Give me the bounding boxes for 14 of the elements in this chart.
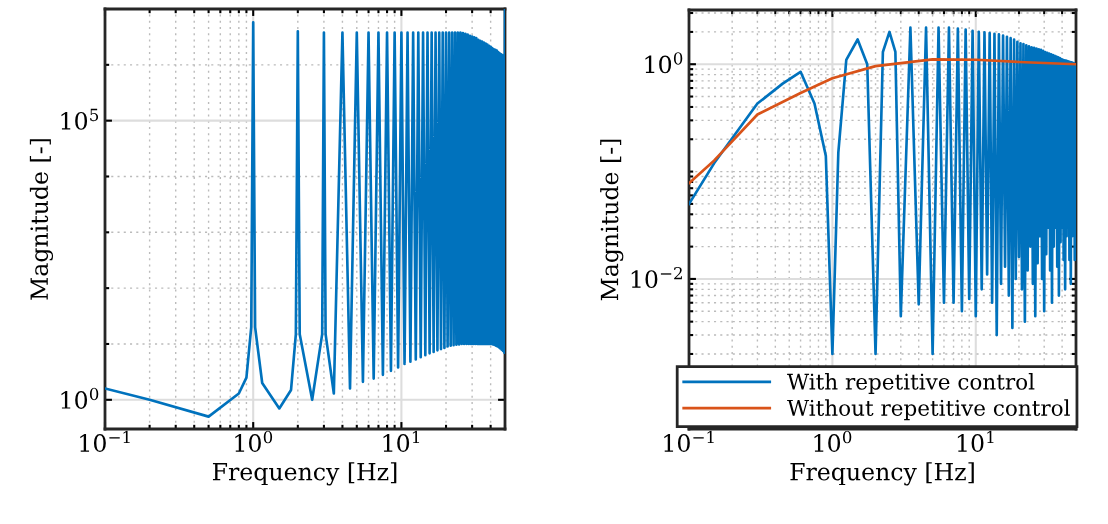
x-tick-label: 10$^{0}$ <box>814 430 852 452</box>
x-tick-label: 10$^{−1}$ <box>664 430 714 452</box>
x-axis-title: Frequency [Hz] <box>790 462 974 486</box>
legend-label: Without repetitive control <box>787 399 1070 421</box>
x-tick-label: 10$^{1}$ <box>957 430 994 452</box>
y-axis-title: Magnitude [-] <box>600 139 624 301</box>
x-tick-label: 10$^{0}$ <box>235 430 273 452</box>
y-tick-label: 10$^{5}$ <box>61 108 99 130</box>
x-tick-label: 10$^{1}$ <box>383 430 420 452</box>
x-axis-title: Frequency [Hz] <box>212 462 397 486</box>
x-tick-label: 10$^{−1}$ <box>80 430 130 452</box>
y-axis-title: Magnitude [-] <box>29 139 54 300</box>
legend-label: With repetitive control <box>787 373 1035 394</box>
y-tick-label: 10$^{−2}$ <box>631 266 682 289</box>
